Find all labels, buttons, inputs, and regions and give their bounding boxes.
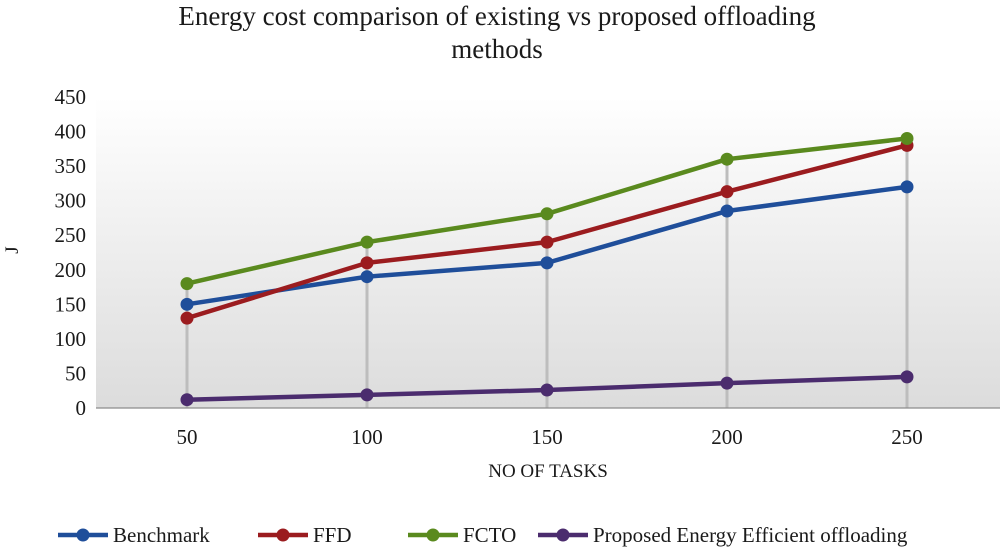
series-fcto <box>180 131 914 291</box>
data-point <box>540 383 554 397</box>
x-tick-label: 200 <box>711 425 743 449</box>
data-point <box>180 297 194 311</box>
series-layer <box>180 131 914 407</box>
y-tick-label: 400 <box>55 120 87 144</box>
legend-marker <box>276 528 290 542</box>
series-ffd <box>180 138 914 325</box>
data-point <box>540 235 554 249</box>
y-tick-label: 200 <box>55 258 87 282</box>
legend-item: Benchmark <box>58 523 210 547</box>
x-axis-ticks: 50 100 150 200 250 <box>177 425 923 449</box>
data-point <box>540 207 554 221</box>
data-point <box>360 256 374 270</box>
data-point <box>180 393 194 407</box>
legend-item: Proposed Energy Efficient offloading <box>538 523 908 547</box>
legend-label: Benchmark <box>113 523 210 547</box>
legend-item: FFD <box>258 523 352 547</box>
data-point <box>720 185 734 199</box>
x-tick-label: 50 <box>177 425 198 449</box>
x-tick-label: 250 <box>891 425 923 449</box>
legend-label: FFD <box>313 523 352 547</box>
x-tick-label: 150 <box>531 425 563 449</box>
legend-label: FCTO <box>463 523 516 547</box>
series-proposed-energy-efficient-offloading <box>180 370 914 407</box>
x-axis-label: NO OF TASKS <box>488 461 608 482</box>
data-point <box>720 376 734 390</box>
y-tick-label: 250 <box>55 223 87 247</box>
data-point <box>720 204 734 218</box>
y-tick-label: 100 <box>55 327 87 351</box>
y-tick-label: 150 <box>55 292 87 316</box>
data-point <box>360 388 374 402</box>
y-axis-label: J <box>2 246 23 253</box>
legend-marker <box>76 528 90 542</box>
data-point <box>720 152 734 166</box>
legend-label: Proposed Energy Efficient offloading <box>593 523 908 547</box>
y-tick-label: 0 <box>76 396 87 420</box>
y-tick-label: 350 <box>55 154 87 178</box>
data-point <box>180 277 194 291</box>
y-tick-label: 450 <box>55 85 87 109</box>
data-point <box>360 235 374 249</box>
y-tick-label: 300 <box>55 189 87 213</box>
legend: Benchmark FFD FCTO Proposed Energy Efficien… <box>58 523 908 547</box>
series-benchmark <box>180 180 914 311</box>
legend-marker <box>426 528 440 542</box>
legend-marker <box>556 528 570 542</box>
data-point <box>540 256 554 270</box>
x-tick-label: 100 <box>351 425 383 449</box>
data-point <box>900 370 914 384</box>
chart-title-line-1: Energy cost comparison of existing vs pr… <box>178 1 815 31</box>
data-point <box>360 270 374 284</box>
y-tick-label: 50 <box>65 361 86 385</box>
chart-title-line-2: methods <box>451 34 543 64</box>
data-point <box>900 131 914 145</box>
legend-item: FCTO <box>408 523 516 547</box>
y-axis-ticks: 0 50 100 150 200 250 300 350 400 450 <box>55 85 87 420</box>
data-point <box>180 311 194 325</box>
data-point <box>900 180 914 194</box>
